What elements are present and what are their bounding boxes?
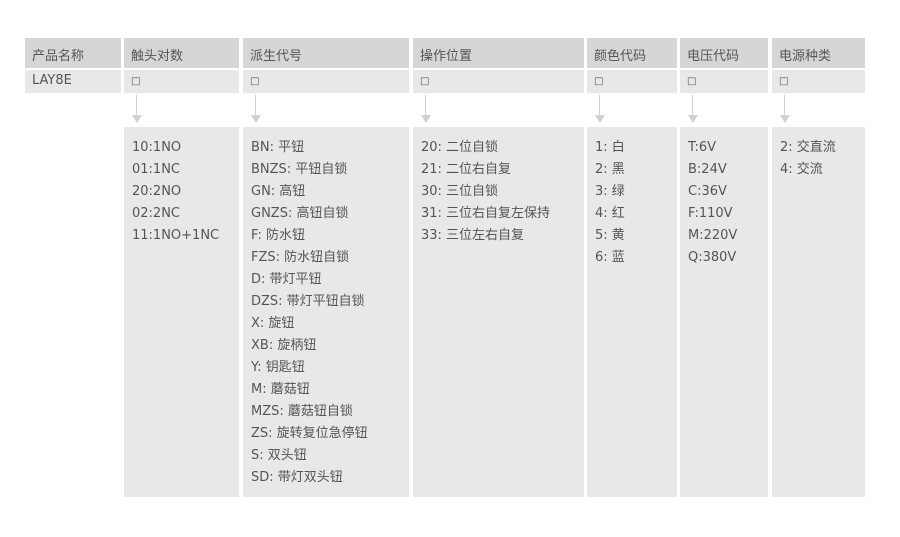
code-placeholder: □ — [413, 70, 584, 93]
arrow-down-icon — [595, 95, 605, 125]
option-item: 30: 三位自锁 — [421, 184, 499, 199]
option-item: 2: 交直流 — [780, 140, 836, 155]
option-item: 2: 黑 — [595, 162, 625, 177]
option-item: F:110V — [688, 206, 733, 221]
option-item: BN: 平钮 — [251, 140, 305, 155]
option-item: 31: 三位右自复左保持 — [421, 206, 551, 221]
arrow-down-icon — [251, 95, 261, 125]
placeholder-box: □ — [131, 76, 141, 87]
option-item: XB: 旋柄钮 — [251, 338, 317, 353]
option-item: 02:2NC — [132, 206, 180, 221]
header-2: 派生代号 — [243, 38, 409, 68]
option-item: DZS: 带灯平钮自锁 — [251, 294, 365, 309]
placeholder-box: □ — [594, 76, 604, 87]
header-5: 电压代码 — [680, 38, 768, 68]
code-placeholder: □ — [772, 70, 865, 93]
code-placeholder: □ — [124, 70, 239, 93]
option-item: 4: 交流 — [780, 162, 823, 177]
option-item: 33: 三位左右自复 — [421, 228, 525, 243]
placeholder-box: □ — [250, 76, 260, 87]
option-item: X: 旋钮 — [251, 316, 295, 331]
options-power: 2: 交直流 4: 交流 — [772, 127, 865, 497]
option-item: BNZS: 平钮自锁 — [251, 162, 348, 177]
header-3: 操作位置 — [413, 38, 584, 68]
header-4: 颜色代码 — [587, 38, 677, 68]
options-voltage: T:6V B:24V C:36V F:110V M:220V Q:380V — [680, 127, 768, 497]
option-item: M:220V — [688, 228, 738, 243]
header-1: 触头对数 — [124, 38, 239, 68]
code-placeholder: □ — [587, 70, 677, 93]
option-item: T:6V — [688, 140, 717, 155]
option-item: F: 防水钮 — [251, 228, 305, 243]
option-item: ZS: 旋转复位急停钮 — [251, 426, 368, 441]
header-0: 产品名称 — [25, 38, 121, 68]
code-placeholder: □ — [243, 70, 409, 93]
arrow-down-icon — [688, 95, 698, 125]
placeholder-box: □ — [420, 76, 430, 87]
option-item: Q:380V — [688, 250, 737, 265]
placeholder-box: □ — [687, 76, 697, 87]
option-item: 6: 蓝 — [595, 250, 625, 265]
arrow-down-icon — [132, 95, 142, 125]
option-item: 3: 绿 — [595, 184, 625, 199]
option-item: 21: 二位右自复 — [421, 162, 512, 177]
option-item: 20:2NO — [132, 184, 182, 199]
arrow-down-icon — [780, 95, 790, 125]
option-item: MZS: 蘑菇钮自锁 — [251, 404, 353, 419]
option-item: D: 带灯平钮 — [251, 272, 322, 287]
options-derivative: BN: 平钮 BNZS: 平钮自锁 GN: 高钮 GNZS: 高钮自锁 F: 防水钮 FZ… — [243, 127, 409, 497]
option-item: 10:1NO — [132, 140, 182, 155]
option-item: 11:1NO+1NC — [132, 228, 220, 243]
options-operation: 20: 二位自锁 21: 二位右自复 30: 三位自锁 31: 三位右自复左保持 33:… — [413, 127, 584, 497]
option-item: 1: 白 — [595, 140, 625, 155]
option-item: Y: 钥匙钮 — [251, 360, 305, 375]
option-item: 01:1NC — [132, 162, 180, 177]
option-item: SD: 带灯双头钮 — [251, 470, 343, 485]
option-item: S: 双头钮 — [251, 448, 307, 463]
option-item: M: 蘑菇钮 — [251, 382, 310, 397]
options-contacts: 10:1NO 01:1NC 20:2NO 02:2NC 11:1NO+1NC — [124, 127, 239, 497]
option-item: 20: 二位自锁 — [421, 140, 499, 155]
options-color: 1: 白 2: 黑 3: 绿 4: 红 5: 黄 6: 蓝 — [587, 127, 677, 497]
option-item: 4: 红 — [595, 206, 625, 221]
code-placeholder: □ — [680, 70, 768, 93]
option-item: GNZS: 高钮自锁 — [251, 206, 349, 221]
option-item: B:24V — [688, 162, 727, 177]
arrow-down-icon — [421, 95, 431, 125]
option-item: 5: 黄 — [595, 228, 625, 243]
placeholder-box: □ — [779, 76, 789, 87]
model-cell: LAY8E — [25, 70, 121, 93]
option-item: C:36V — [688, 184, 727, 199]
option-item: GN: 高钮 — [251, 184, 306, 199]
header-6: 电源种类 — [772, 38, 865, 68]
option-item: FZS: 防水钮自锁 — [251, 250, 350, 265]
